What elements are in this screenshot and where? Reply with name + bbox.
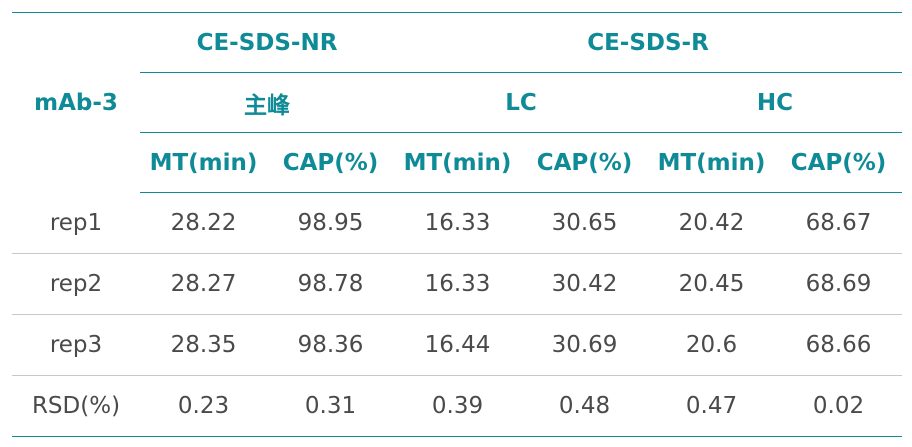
cell: 0.31 xyxy=(267,375,394,437)
cell: 0.02 xyxy=(775,375,902,437)
group-header: CE-SDS-R xyxy=(394,12,902,73)
column-header: CAP(%) xyxy=(267,132,394,193)
cell: 30.69 xyxy=(521,314,648,376)
corner-label: mAb-3 xyxy=(12,12,140,193)
cell: 28.22 xyxy=(140,192,267,254)
column-header: MT(min) xyxy=(648,132,775,193)
cell: 68.69 xyxy=(775,253,902,315)
table-row: rep1 28.22 98.95 16.33 30.65 20.42 68.67 xyxy=(12,192,902,254)
results-table: mAb-3 CE-SDS-NR CE-SDS-R 主峰 LC HC MT(min… xyxy=(12,12,902,437)
cell: 0.47 xyxy=(648,375,775,437)
table-header: mAb-3 CE-SDS-NR CE-SDS-R 主峰 LC HC MT(min… xyxy=(12,12,902,193)
column-header: CAP(%) xyxy=(521,132,648,193)
cell: 16.33 xyxy=(394,253,521,315)
table-row: rep3 28.35 98.36 16.44 30.69 20.6 68.66 xyxy=(12,314,902,376)
table-body: rep1 28.22 98.95 16.33 30.65 20.42 68.67 rep2 28… xyxy=(12,192,902,437)
column-header: CAP(%) xyxy=(775,132,902,193)
cell: 0.23 xyxy=(140,375,267,437)
row-label: rep2 xyxy=(12,253,140,315)
cell: 0.48 xyxy=(521,375,648,437)
subgroup-header: HC xyxy=(648,72,902,133)
cell: 20.45 xyxy=(648,253,775,315)
group-header: CE-SDS-NR xyxy=(140,12,394,73)
cell: 20.6 xyxy=(648,314,775,376)
subgroup-header: LC xyxy=(394,72,648,133)
cell: 68.67 xyxy=(775,192,902,254)
column-header-row: MT(min) CAP(%) MT(min) CAP(%) MT(min) CAP(%) xyxy=(12,132,902,193)
cell: 16.44 xyxy=(394,314,521,376)
cell: 20.42 xyxy=(648,192,775,254)
row-label: rep3 xyxy=(12,314,140,376)
row-label: RSD(%) xyxy=(12,375,140,437)
cell: 30.42 xyxy=(521,253,648,315)
cell: 98.78 xyxy=(267,253,394,315)
table-row: RSD(%) 0.23 0.31 0.39 0.48 0.47 0.02 xyxy=(12,375,902,437)
cell: 98.95 xyxy=(267,192,394,254)
column-header: MT(min) xyxy=(140,132,267,193)
table-row: rep2 28.27 98.78 16.33 30.42 20.45 68.69 xyxy=(12,253,902,315)
cell: 68.66 xyxy=(775,314,902,376)
cell: 28.27 xyxy=(140,253,267,315)
cell: 28.35 xyxy=(140,314,267,376)
cell: 30.65 xyxy=(521,192,648,254)
row-label: rep1 xyxy=(12,192,140,254)
subgroup-header: 主峰 xyxy=(140,72,394,133)
column-header: MT(min) xyxy=(394,132,521,193)
cell: 16.33 xyxy=(394,192,521,254)
cell: 98.36 xyxy=(267,314,394,376)
cell: 0.39 xyxy=(394,375,521,437)
